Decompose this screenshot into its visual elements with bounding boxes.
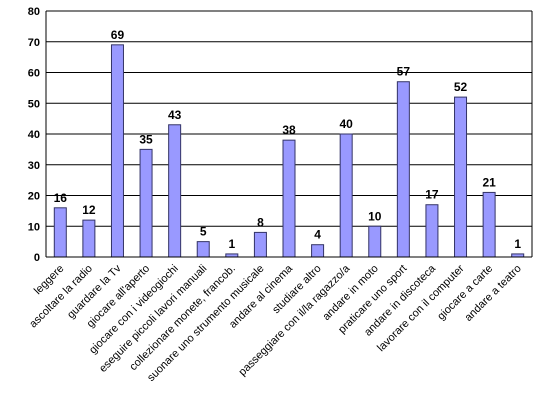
y-axis-tick-labels: 0 10 20 30 40 50 60 70 80 xyxy=(28,6,40,264)
data-label: 69 xyxy=(111,28,125,42)
y-tick-label: 70 xyxy=(28,37,40,49)
bar xyxy=(311,244,325,258)
y-tick-label: 80 xyxy=(28,6,40,18)
bar xyxy=(454,96,468,258)
data-label: 5 xyxy=(200,225,207,239)
data-label: 43 xyxy=(168,108,182,122)
y-tick-label: 50 xyxy=(28,98,40,110)
data-label: 8 xyxy=(257,215,264,229)
y-tick-label: 30 xyxy=(28,160,40,172)
data-label: 17 xyxy=(425,188,439,202)
bar xyxy=(396,81,410,258)
bar xyxy=(168,124,182,258)
data-label: 57 xyxy=(397,65,411,79)
data-label: 35 xyxy=(139,132,153,146)
bar xyxy=(339,133,353,258)
data-label: 10 xyxy=(368,209,382,223)
y-tick-label: 10 xyxy=(28,221,40,233)
data-label: 16 xyxy=(54,191,68,205)
bar xyxy=(110,44,124,258)
bar xyxy=(53,207,67,258)
bar xyxy=(282,139,296,258)
bar xyxy=(139,148,153,258)
data-label: 40 xyxy=(339,117,353,131)
data-label: 1 xyxy=(228,237,235,251)
bar xyxy=(253,231,267,258)
data-label: 52 xyxy=(454,80,468,94)
data-label: 4 xyxy=(314,228,321,242)
bar xyxy=(482,191,496,258)
bar xyxy=(425,204,439,258)
data-label: 1 xyxy=(514,237,521,251)
y-tick-label: 40 xyxy=(28,129,40,141)
y-tick-label: 60 xyxy=(28,68,40,80)
axes xyxy=(45,10,533,258)
y-tick-label: 0 xyxy=(34,252,40,264)
data-label: 12 xyxy=(82,203,96,217)
y-tick-label: 20 xyxy=(28,191,40,203)
data-label: 21 xyxy=(482,175,496,189)
bar xyxy=(82,219,96,258)
data-label: 38 xyxy=(282,123,296,137)
bar xyxy=(368,225,382,258)
bar xyxy=(196,241,210,258)
